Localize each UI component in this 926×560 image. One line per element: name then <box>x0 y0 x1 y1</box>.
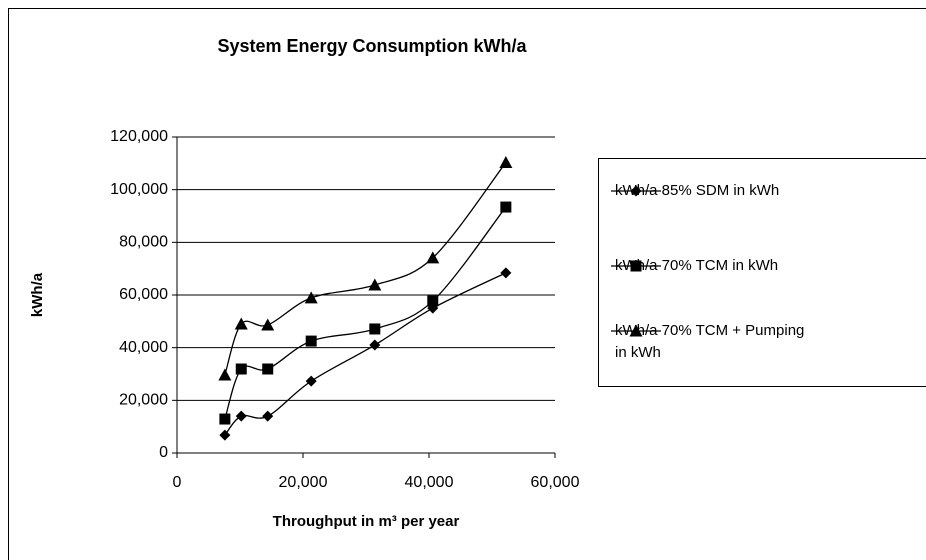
y-tick-label: 60,000 <box>119 286 168 303</box>
marker <box>219 429 231 441</box>
marker <box>426 251 440 264</box>
y-tick-label: 40,000 <box>119 339 168 356</box>
marker <box>304 291 318 304</box>
marker <box>500 201 512 213</box>
x-axis-label: Throughput in m³ per year <box>273 513 460 530</box>
y-tick-label: 120,000 <box>110 128 168 145</box>
y-tick-label: 0 <box>159 444 168 461</box>
y-tick-label: 80,000 <box>119 234 168 251</box>
marker <box>234 317 248 330</box>
x-tick-label: 60,000 <box>531 474 580 491</box>
marker <box>219 413 231 425</box>
x-tick-label: 40,000 <box>405 474 454 491</box>
legend: kWh/a 85% SDM in kWh kWh/a 70% TCM in kWh… <box>598 158 926 387</box>
legend-item: kWh/a 70% TCM + Pumping in kWh <box>611 320 815 364</box>
marker <box>499 156 513 169</box>
marker <box>630 260 642 272</box>
marker <box>369 323 381 335</box>
x-tick-label: 0 <box>173 474 182 491</box>
legend-item: kWh/a 70% TCM in kWh <box>611 255 815 277</box>
legend-label: kWh/a 70% TCM in kWh <box>615 257 779 274</box>
chart-title: System Energy Consumption kWh/a <box>217 36 527 56</box>
marker <box>500 267 512 279</box>
marker <box>261 318 275 331</box>
y-tick-label: 100,000 <box>110 181 168 198</box>
marker <box>369 339 381 351</box>
marker <box>305 375 317 387</box>
marker <box>368 278 382 291</box>
legend-swatch <box>611 324 661 337</box>
y-axis-label: kWh/a <box>29 272 46 317</box>
legend-label: kWh/a 70% TCM + Pumping in kWh <box>615 322 805 361</box>
marker <box>630 185 642 197</box>
marker <box>629 324 643 337</box>
x-tick-label: 20,000 <box>279 474 328 491</box>
marker <box>235 410 247 422</box>
legend-swatch <box>611 185 661 197</box>
marker <box>427 295 439 307</box>
marker <box>262 363 274 375</box>
marker <box>305 335 317 347</box>
marker <box>235 363 247 375</box>
legend-swatch <box>611 260 661 272</box>
marker <box>218 368 232 381</box>
y-tick-label: 20,000 <box>119 392 168 409</box>
marker <box>262 410 274 422</box>
legend-item: kWh/a 85% SDM in kWh <box>611 180 815 202</box>
legend-label: kWh/a 85% SDM in kWh <box>615 182 780 199</box>
